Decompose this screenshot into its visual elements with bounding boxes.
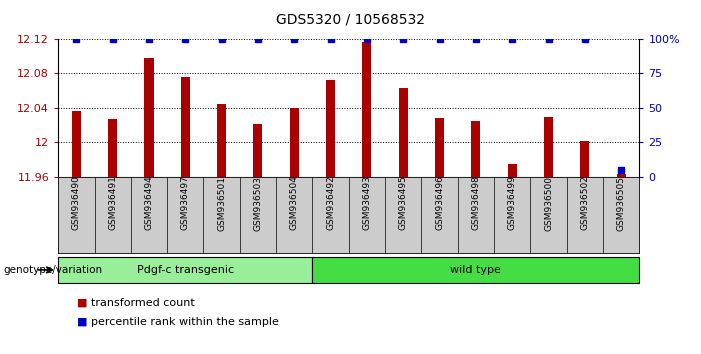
Text: Pdgf-c transgenic: Pdgf-c transgenic — [137, 265, 234, 275]
Text: percentile rank within the sample: percentile rank within the sample — [91, 317, 279, 327]
Text: ■: ■ — [77, 317, 88, 327]
Bar — [580, 141, 590, 177]
Bar — [290, 108, 299, 177]
Bar — [181, 77, 190, 177]
Bar — [326, 80, 335, 177]
Text: transformed count: transformed count — [91, 298, 195, 308]
Bar — [72, 110, 81, 177]
Bar — [617, 175, 626, 177]
Text: genotype/variation: genotype/variation — [4, 265, 102, 275]
Text: wild type: wild type — [451, 265, 501, 275]
Bar — [108, 119, 117, 177]
Bar — [508, 164, 517, 177]
Bar — [471, 121, 480, 177]
Bar — [362, 41, 372, 177]
Bar — [435, 118, 444, 177]
Bar — [217, 104, 226, 177]
Text: GDS5320 / 10568532: GDS5320 / 10568532 — [276, 12, 425, 27]
Text: ■: ■ — [77, 298, 88, 308]
Bar — [144, 58, 154, 177]
Bar — [253, 124, 262, 177]
Bar — [544, 118, 553, 177]
Bar — [399, 88, 408, 177]
